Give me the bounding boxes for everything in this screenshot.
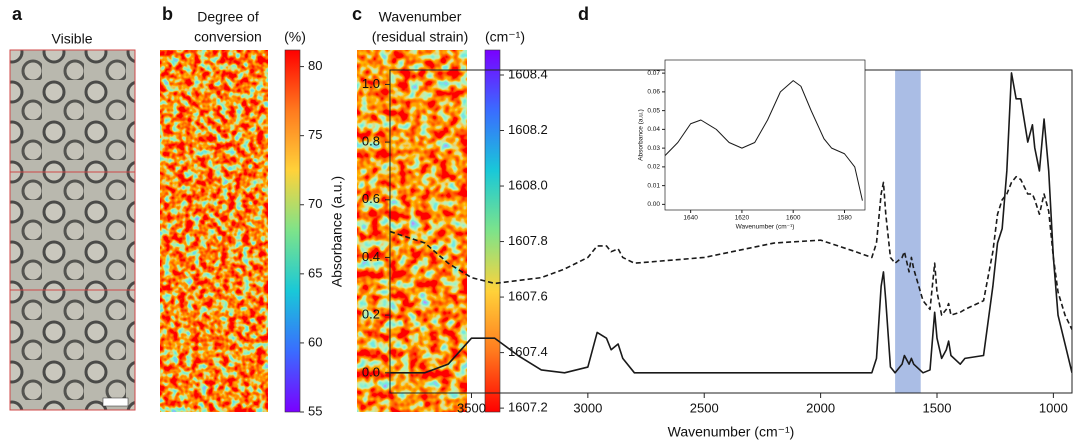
colorbar-tick-label: 1608.4 — [508, 66, 548, 81]
x-tick-label: 1640 — [683, 215, 698, 222]
y-tick-label: 0.01 — [647, 182, 660, 189]
solid-line — [665, 80, 863, 201]
y-tick-label: 0.07 — [647, 70, 660, 77]
x-tick-label: 2000 — [806, 400, 835, 415]
plot-lines — [390, 72, 1072, 374]
colorbar-tick-label: 80 — [308, 58, 322, 73]
panel-title: Wavenumber — [379, 9, 462, 25]
heatmap-image — [357, 50, 467, 412]
x-tick-label: 3000 — [573, 400, 602, 415]
y-tick-label: 0.03 — [647, 145, 660, 152]
x-tick-label: 2500 — [690, 400, 719, 415]
y-tick-label: 0.2 — [362, 307, 380, 322]
plot-lines — [665, 80, 863, 201]
y-tick-label: 0.05 — [647, 107, 660, 114]
x-tick-label: 1580 — [837, 215, 852, 222]
y-tick-label: 0.6 — [362, 191, 380, 206]
panel-title: conversion — [194, 29, 262, 45]
inset-background — [665, 60, 865, 210]
colorbar-tick-label: 55 — [308, 403, 322, 418]
x-tick-label: 1620 — [735, 215, 750, 222]
panel-title: (residual strain) — [372, 29, 468, 45]
y-tick-label: 0.4 — [362, 249, 380, 264]
colorbar-tick-label: 60 — [308, 334, 322, 349]
y-axis-label: Absorbance (a.u.) — [638, 109, 645, 161]
colorbar-unit: (cm⁻¹) — [485, 29, 525, 45]
colorbar — [484, 49, 501, 413]
colorbar-tick-label: 1607.2 — [508, 400, 548, 415]
y-tick-label: 1.0 — [362, 76, 380, 91]
x-tick-label: 1000 — [1039, 400, 1068, 415]
panel-label: b — [162, 4, 173, 24]
y-tick-label: 0.04 — [647, 126, 660, 133]
colorbar — [284, 49, 301, 413]
micrograph — [9, 49, 136, 411]
y-tick-label: 0.00 — [647, 201, 660, 208]
y-tick-label: 0.8 — [362, 134, 380, 149]
scale-bar — [102, 397, 129, 407]
y-axis-label: Absorbance (a.u.) — [329, 176, 345, 287]
panel-label: d — [578, 4, 589, 24]
y-tick-label: 0.02 — [647, 164, 660, 171]
solid-line — [390, 72, 1072, 374]
colorbar-tick-label: 1607.6 — [508, 289, 548, 304]
colorbar-tick-label: 65 — [308, 265, 322, 280]
dashed-line — [390, 175, 1072, 330]
colorbar-unit: (%) — [284, 29, 306, 45]
y-tick-label: 0.06 — [647, 89, 660, 96]
y-tick-label: 0.0 — [362, 364, 380, 379]
x-axis-label: Wavenumber (cm⁻¹) — [668, 424, 795, 440]
colorbar-tick-label: 75 — [308, 127, 322, 142]
panel-title: Visible — [52, 31, 93, 47]
x-axis-label: Wavenumber (cm⁻¹) — [736, 224, 795, 231]
panel-title: Degree of — [197, 9, 259, 25]
x-tick-label: 1600 — [786, 215, 801, 222]
panel-label: c — [352, 4, 362, 24]
highlight-band — [895, 70, 921, 393]
colorbar-tick-label: 1608.2 — [508, 122, 548, 137]
x-tick-label: 3500 — [457, 400, 486, 415]
colorbar-tick-label: 1607.8 — [508, 233, 548, 248]
colorbar-tick-label: 70 — [308, 196, 322, 211]
panel-label: a — [12, 4, 23, 24]
x-tick-label: 1500 — [923, 400, 952, 415]
plot-frame — [664, 59, 866, 211]
colorbar-tick-label: 1608.0 — [508, 177, 548, 192]
heatmap-image — [160, 50, 268, 412]
